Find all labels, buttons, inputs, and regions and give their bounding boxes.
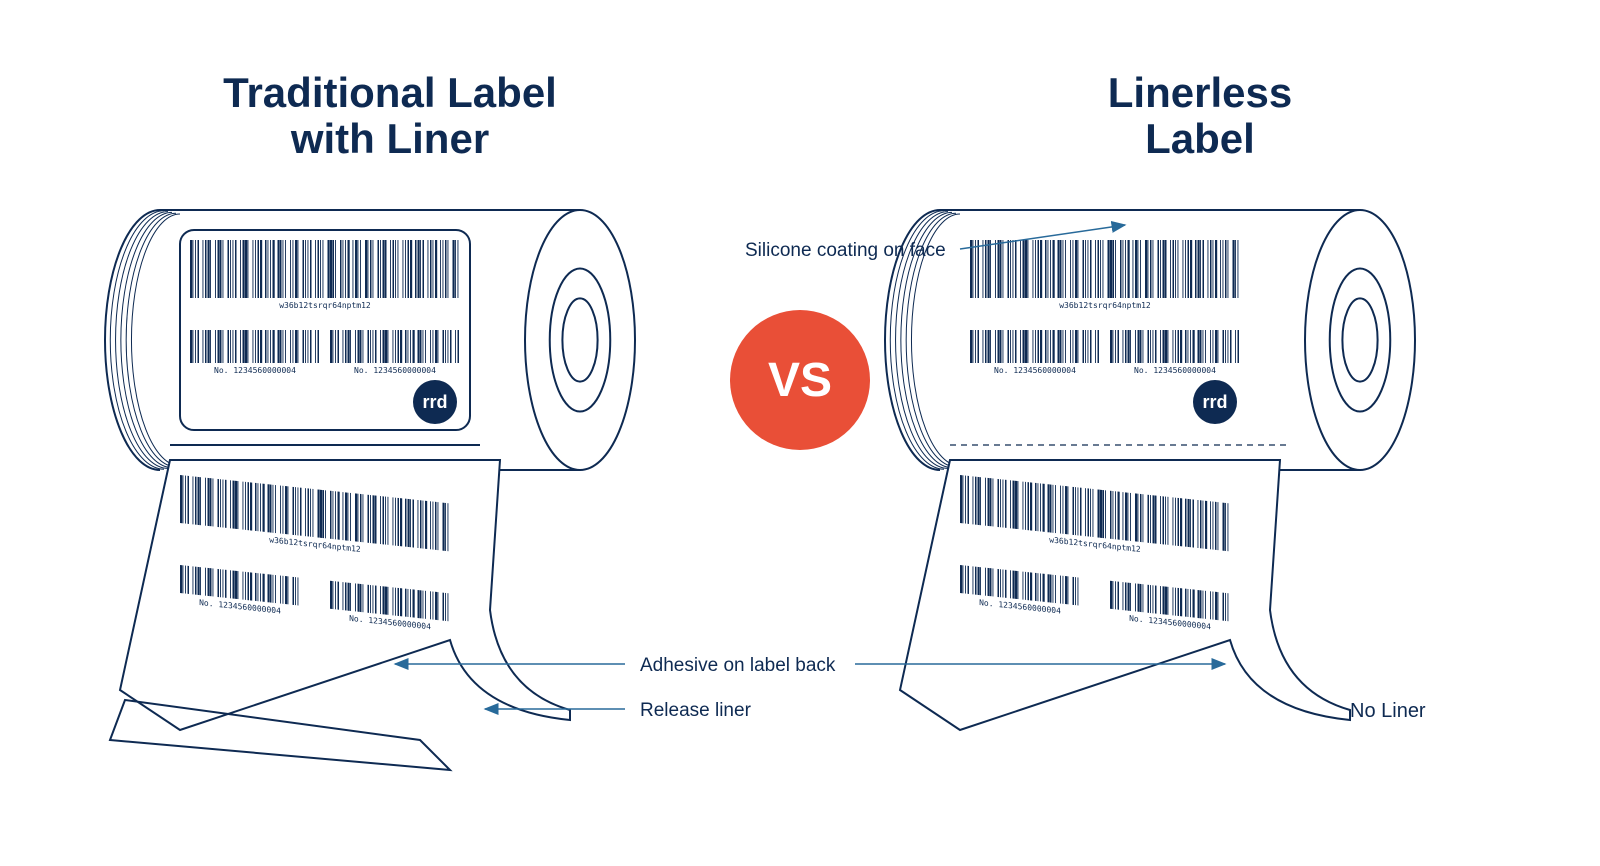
diagram-canvas: Traditional Label with Liner Linerless L… [50,50,1550,816]
diagram-svg: w36b12tsrqr64nptm12 No. 1234560000004 No. … [50,50,1550,816]
svg-text:w36b12tsrqr64nptm12: w36b12tsrqr64nptm12 [1059,301,1151,310]
svg-text:No. 1234560000004: No. 1234560000004 [994,366,1076,375]
svg-text:No. 1234560000004: No. 1234560000004 [1134,366,1216,375]
svg-text:No. 1234560000004: No. 1234560000004 [354,366,436,375]
svg-text:w36b12tsrqr64nptm12: w36b12tsrqr64nptm12 [279,301,371,310]
svg-text:rrd: rrd [1202,392,1227,412]
svg-text:No. 1234560000004: No. 1234560000004 [214,366,296,375]
svg-text:rrd: rrd [422,392,447,412]
